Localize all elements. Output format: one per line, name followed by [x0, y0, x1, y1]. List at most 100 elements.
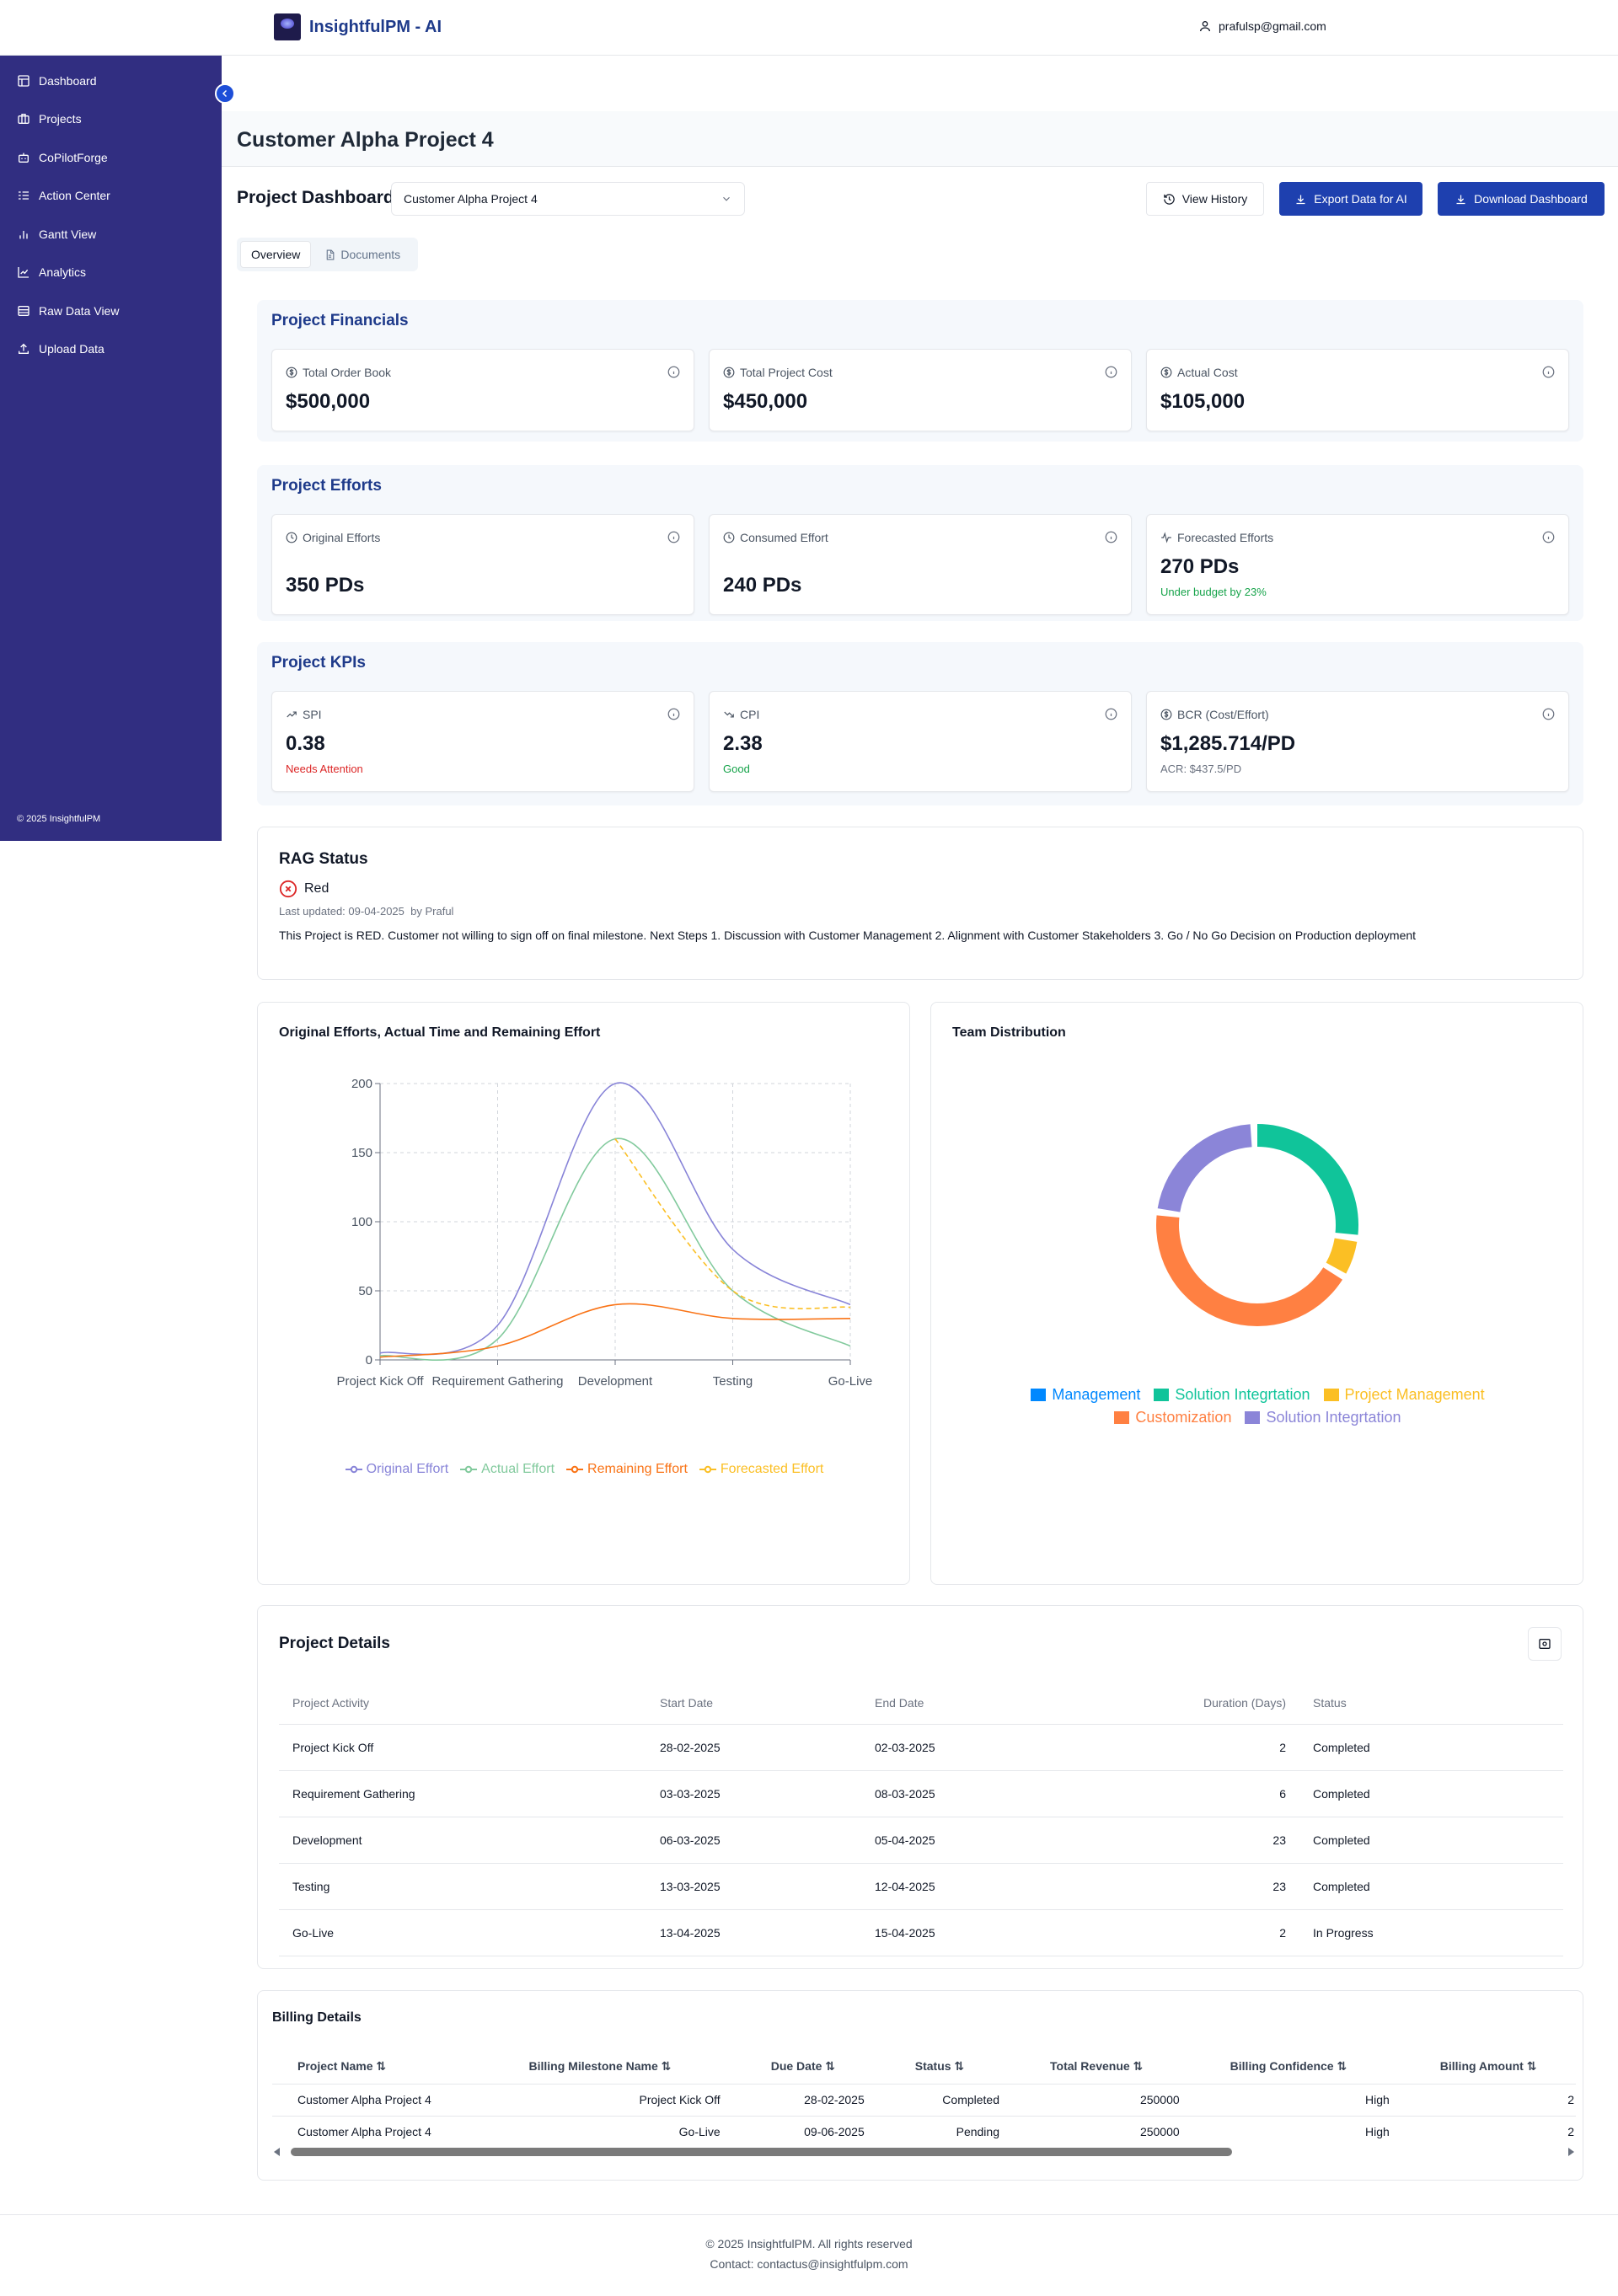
legend-line-icon — [345, 1465, 362, 1474]
legend-item[interactable]: Management — [1031, 1386, 1140, 1404]
effort-chart-title: Original Efforts, Actual Time and Remain… — [279, 1025, 601, 1040]
download-dashboard-button[interactable]: Download Dashboard — [1438, 182, 1605, 216]
info-icon[interactable] — [667, 366, 680, 378]
bcr-card: BCR (Cost/Effort) $1,285.714/PD ACR: $43… — [1146, 691, 1569, 792]
legend-item[interactable]: Forecasted Effort — [699, 1462, 823, 1477]
legend-label: Original Effort — [366, 1462, 449, 1476]
series-line — [379, 1137, 851, 1362]
brand[interactable]: InsightfulPM - AI — [274, 13, 442, 40]
kpis-title: Project KPIs — [271, 654, 366, 672]
table-cell: 250000 — [1025, 2084, 1205, 2117]
sortable-column-header[interactable]: Billing Confidence ⇅ — [1204, 2050, 1415, 2085]
scrollbar-thumb[interactable] — [291, 2148, 1232, 2156]
series-line — [614, 1138, 851, 1309]
table-row: Project Kick Off 28-02-2025 02-03-2025 2 Com… — [279, 1724, 1563, 1771]
series-line — [379, 1082, 851, 1356]
tab-overview[interactable]: Overview — [240, 241, 312, 268]
team-distribution-title: Team Distribution — [952, 1025, 1066, 1040]
card-label-text: Total Project Cost — [740, 366, 833, 379]
rag-updated: Last updated: 09-04-2025 by Praful — [279, 905, 453, 918]
sortable-column-header[interactable]: Billing Milestone Name ⇅ — [503, 2050, 746, 2085]
scroll-left-icon[interactable] — [272, 2147, 282, 2157]
info-icon[interactable] — [1105, 366, 1117, 378]
billing-details-panel: Billing Details Project Name ⇅ Billing M… — [257, 1990, 1583, 2181]
view-history-label: View History — [1181, 192, 1248, 206]
table-row: Requirement Gathering 03-03-2025 08-03-202… — [279, 1770, 1563, 1817]
pie-slice[interactable] — [1156, 1215, 1343, 1326]
sortable-column-header[interactable]: Total Revenue ⇅ — [1025, 2050, 1205, 2085]
horizontal-scrollbar[interactable] — [272, 2145, 1576, 2159]
footer-copyright: © 2025 InsightfulPM. All rights reserved — [705, 2237, 913, 2251]
sidebar-item-dashboard[interactable]: Dashboard — [0, 62, 222, 100]
consumed-effort-card: Consumed Effort 240 PDs — [709, 514, 1132, 615]
collapse-sidebar-button[interactable] — [215, 83, 235, 104]
footer-contact[interactable]: Contact: contactus@insightfulpm.com — [710, 2257, 908, 2271]
view-toggle-button[interactable] — [1528, 1627, 1562, 1661]
page-title: Customer Alpha Project 4 — [237, 128, 494, 152]
table-cell: In Progress — [1299, 1909, 1563, 1956]
card-label-text: Consumed Effort — [740, 531, 828, 544]
legend-label: Solution Integrtation — [1266, 1409, 1401, 1426]
sidebar: Dashboard Projects CoPilotForge Action C… — [0, 56, 222, 841]
table-cell: Customer Alpha Project 4 — [272, 2116, 504, 2139]
tab-documents[interactable]: Documents — [314, 241, 410, 268]
table-cell: 23 — [1181, 1817, 1299, 1864]
table-cell: High — [1204, 2084, 1415, 2117]
card-label-text: CPI — [740, 708, 760, 721]
legend-item[interactable]: Project Management — [1323, 1386, 1485, 1404]
dollar-icon — [1160, 367, 1172, 378]
info-icon[interactable] — [667, 708, 680, 720]
sidebar-item-raw-data-view[interactable]: Raw Data View — [0, 292, 222, 330]
sidebar-item-gantt-view[interactable]: Gantt View — [0, 215, 222, 254]
info-icon[interactable] — [1105, 708, 1117, 720]
pie-slice[interactable] — [1257, 1124, 1358, 1235]
info-icon[interactable] — [1105, 531, 1117, 543]
column-header: Project Activity — [279, 1682, 646, 1725]
legend-item[interactable]: Customization — [1114, 1409, 1231, 1426]
legend-item[interactable]: Remaining Effort — [566, 1462, 688, 1477]
user-menu[interactable]: prafulsp@gmail.com — [1198, 19, 1326, 33]
scroll-right-icon[interactable] — [1566, 2147, 1576, 2157]
sidebar-item-copilotforge[interactable]: CoPilotForge — [0, 138, 222, 177]
chevron-left-icon — [222, 89, 228, 98]
effort-chart-panel: Original Efforts, Actual Time and Remain… — [257, 1002, 910, 1585]
billing-table-scroll: Project Name ⇅ Billing Milestone Name ⇅ … — [272, 2050, 1576, 2139]
rag-updated-date: Last updated: 09-04-2025 — [279, 905, 404, 918]
pie-slice[interactable] — [1157, 1124, 1252, 1212]
sortable-column-header[interactable]: Billing Amount ⇅ — [1414, 2050, 1576, 2085]
bar-chart-icon — [19, 230, 28, 239]
card-label: CPI — [723, 708, 759, 721]
card-value: 240 PDs — [723, 574, 802, 597]
card-label: Actual Cost — [1160, 366, 1238, 379]
view-history-button[interactable]: View History — [1146, 182, 1264, 216]
project-select[interactable]: Customer Alpha Project 4 — [391, 182, 745, 216]
export-data-button[interactable]: Export Data for AI — [1279, 182, 1422, 216]
pie-slice[interactable] — [1326, 1238, 1358, 1274]
info-icon[interactable] — [1542, 366, 1555, 378]
sidebar-item-label: Dashboard — [39, 73, 97, 88]
sidebar-item-action-center[interactable]: Action Center — [0, 177, 222, 216]
sidebar-item-upload-data[interactable]: Upload Data — [0, 330, 222, 369]
info-icon[interactable] — [1542, 708, 1555, 720]
legend-item[interactable]: Solution Integrtation — [1154, 1386, 1310, 1404]
sortable-column-header[interactable]: Due Date ⇅ — [745, 2050, 890, 2085]
table-cell: Project Kick Off — [503, 2084, 746, 2117]
rag-status-title: RAG Status — [279, 850, 368, 868]
sidebar-item-projects[interactable]: Projects — [0, 100, 222, 139]
sidebar-item-analytics[interactable]: Analytics — [0, 254, 222, 292]
clock-icon — [723, 532, 735, 543]
tab-list: Overview Documents — [237, 238, 418, 271]
y-tick-label: 50 — [358, 1284, 372, 1298]
list-icon — [19, 191, 29, 200]
page-footer: © 2025 InsightfulPM. All rights reserved… — [0, 2214, 1618, 2296]
legend-item[interactable]: Solution Integrtation — [1245, 1409, 1401, 1426]
legend-item[interactable]: Original Effort — [345, 1462, 449, 1477]
rag-updated-by: by Praful — [410, 905, 454, 918]
legend-item[interactable]: Actual Effort — [460, 1462, 555, 1477]
sortable-column-header[interactable]: Status ⇅ — [889, 2050, 1025, 2085]
sortable-column-header[interactable]: Project Name ⇅ — [272, 2050, 504, 2085]
info-icon[interactable] — [1542, 531, 1555, 543]
info-icon[interactable] — [667, 531, 680, 543]
legend-label: Management — [1052, 1386, 1141, 1403]
table-row: Go-Live 13-04-2025 15-04-2025 2 In Progress — [279, 1909, 1563, 1956]
